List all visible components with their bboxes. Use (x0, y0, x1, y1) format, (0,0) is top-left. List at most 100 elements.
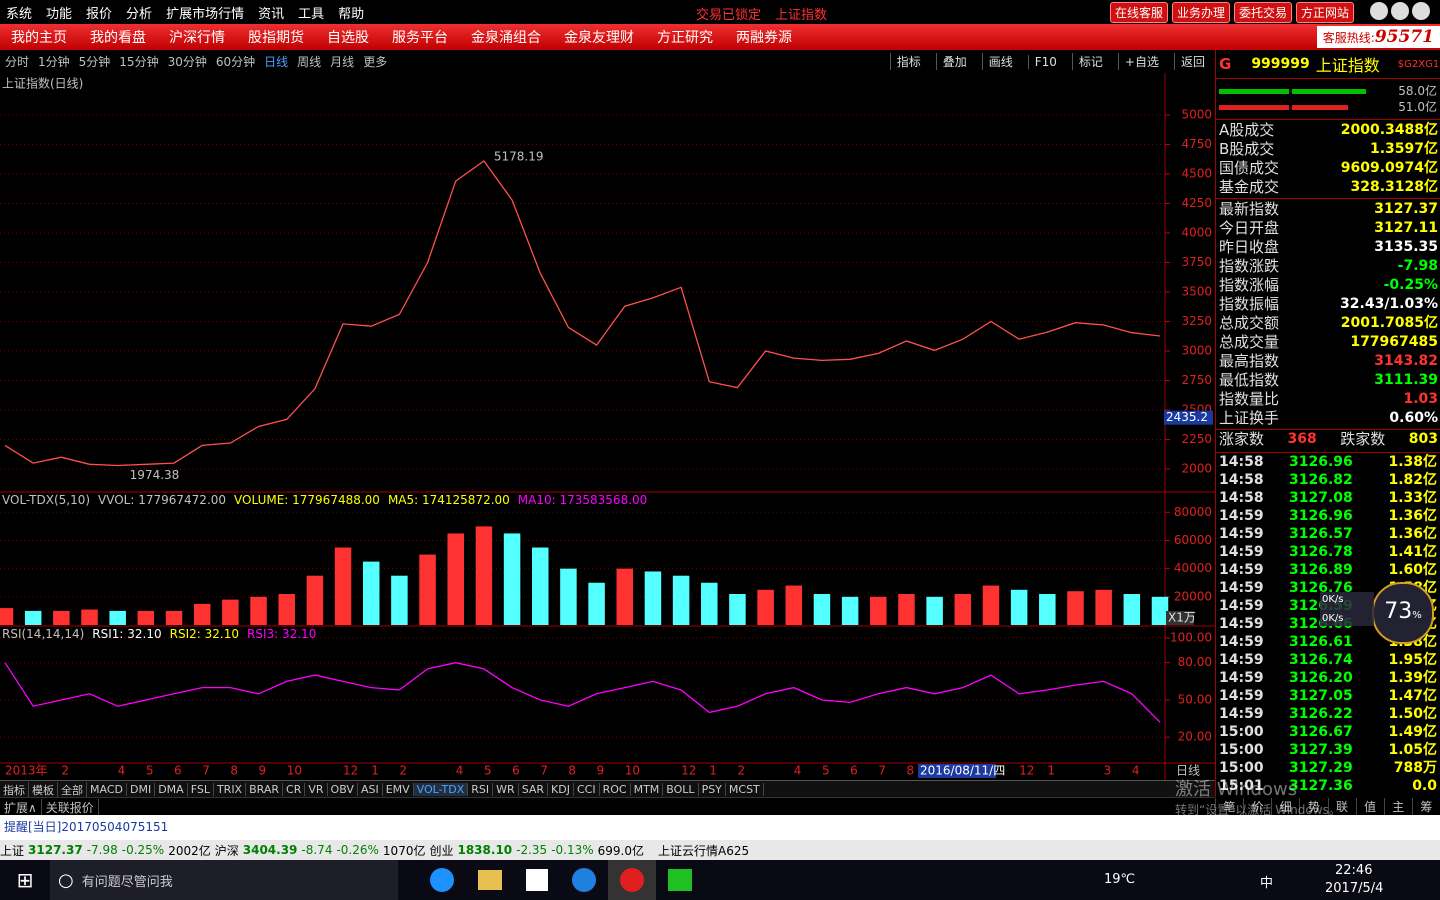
period[interactable]: 30分钟 (167, 55, 207, 69)
tool[interactable]: 返回 (1173, 53, 1211, 70)
period[interactable]: 日线 (264, 55, 289, 69)
indicator-tab[interactable]: CCI (574, 783, 600, 796)
indicator-tab[interactable]: VOL-TDX (413, 783, 469, 796)
menu-item[interactable]: 资讯 (258, 6, 285, 22)
tool[interactable]: 标记 (1071, 53, 1109, 70)
quote-tab[interactable]: 价 (1243, 797, 1271, 815)
indicator-tab[interactable]: 全部 (58, 781, 87, 798)
indicator-tab[interactable]: BRAR (246, 783, 284, 796)
quote-tab[interactable]: 值 (1355, 797, 1384, 815)
period[interactable]: 分时 (5, 55, 30, 69)
nav-item[interactable]: 金泉涌组合 (471, 30, 541, 46)
indicator-tab[interactable]: WR (493, 783, 519, 796)
indicator-tab[interactable]: MCST (726, 783, 764, 796)
tool[interactable]: 指标 (889, 53, 927, 70)
quote-tab[interactable]: 联 (1327, 797, 1356, 815)
menu-item[interactable]: 分析 (126, 6, 153, 22)
indicator-tab[interactable]: EMV (383, 783, 414, 796)
nav-item[interactable]: 服务平台 (392, 30, 448, 46)
nav-item[interactable]: 两融券源 (736, 30, 792, 46)
quote-tab[interactable]: 笔 (1215, 797, 1243, 815)
tick-volume: 1.60亿 (1388, 562, 1437, 578)
indicator-tabs: 指标 模板 全部 MACD DMI DMA FSL TRIX BRAR CR VR OBV ASI EMV… (0, 780, 1215, 798)
app-explorer[interactable] (478, 870, 502, 890)
period[interactable]: 5分钟 (78, 55, 111, 69)
indicator-tab[interactable]: TRIX (214, 783, 247, 796)
app-store[interactable] (526, 869, 548, 891)
tick-time: 14:59 (1219, 634, 1264, 650)
indicator-tab[interactable]: ASI (358, 783, 383, 796)
top-button[interactable]: 方正网站 (1296, 2, 1355, 23)
quote-tab[interactable]: 细 (1271, 797, 1299, 815)
top-button[interactable]: 业务办理 (1172, 2, 1231, 23)
nav-item[interactable]: 我的看盘 (90, 30, 146, 46)
app-trader[interactable] (608, 860, 656, 900)
menu-item[interactable]: 帮助 (338, 6, 365, 22)
volume-bar (644, 571, 662, 625)
app-ie[interactable] (572, 868, 596, 892)
indicator-tab[interactable]: RSI (468, 783, 494, 796)
indicator-tab[interactable]: FSL (188, 783, 214, 796)
indicator-tab[interactable]: DMI (127, 783, 156, 796)
menu-item[interactable]: 报价 (86, 6, 113, 22)
menu-item[interactable]: 工具 (298, 6, 325, 22)
indicator-tab[interactable]: MTM (631, 783, 664, 796)
watermark: 激活 Windows 转到“设置”以激活 Windows。 (1175, 775, 1341, 818)
x-tick-label: 4 (1132, 764, 1140, 778)
indicator-tab[interactable]: PSY (699, 783, 726, 796)
close[interactable] (1412, 2, 1430, 20)
x-tick-label: 10 (287, 764, 302, 778)
indicator-tab[interactable]: VR (305, 783, 328, 796)
network-unit: % (1412, 610, 1422, 621)
indicator-tab[interactable]: OBV (328, 783, 358, 796)
network-widget[interactable]: 73% (1372, 582, 1434, 644)
nav-item[interactable]: 沪深行情 (169, 30, 225, 46)
app-edge[interactable] (430, 868, 454, 892)
tool[interactable]: +自选 (1117, 53, 1165, 70)
indicator-tab[interactable]: SAR (519, 783, 549, 796)
restore[interactable] (1391, 2, 1409, 20)
indicator-tab[interactable]: 模板 (29, 781, 58, 798)
ticker-field: 1070亿 (382, 843, 426, 858)
menu-item[interactable]: 系统 (6, 6, 33, 22)
nav-item[interactable]: 我的主页 (11, 30, 67, 46)
nav-item[interactable]: 自选股 (327, 30, 369, 46)
menu-item[interactable]: 功能 (46, 6, 73, 22)
top-button[interactable]: 委托交易 (1234, 2, 1293, 23)
quote-tab[interactable]: 势 (1299, 797, 1327, 815)
tool[interactable]: 画线 (981, 53, 1019, 70)
quote-tab[interactable]: 筹 (1411, 797, 1440, 815)
bar-label: 51.0亿 (1398, 100, 1437, 114)
nav-item[interactable]: 金泉友理财 (564, 30, 634, 46)
period[interactable]: 周线 (297, 55, 322, 69)
indicator-tab[interactable]: BOLL (663, 783, 699, 796)
start-button[interactable]: ⊞ (16, 868, 34, 892)
sub-tab[interactable]: 扩展∧ (0, 798, 42, 816)
tool[interactable]: F10 (1027, 54, 1063, 69)
top-button[interactable]: 在线客服 (1110, 2, 1169, 23)
period[interactable]: 更多 (363, 55, 388, 69)
tick-time: 14:58 (1219, 490, 1264, 506)
quote-tab[interactable]: 主 (1383, 797, 1412, 815)
sub-tab[interactable]: 关联报价 (42, 798, 99, 816)
app-iqiyi[interactable] (668, 869, 692, 891)
y-tick-label: 4250 (1181, 196, 1212, 210)
volume-bar (926, 596, 943, 625)
indicator-tab[interactable]: ROC (600, 783, 631, 796)
minimize[interactable] (1370, 2, 1388, 20)
indicator-tab[interactable]: DMA (155, 783, 188, 796)
volume-bar (898, 594, 915, 625)
period[interactable]: 15分钟 (119, 55, 159, 69)
indicator-tab[interactable]: MACD (87, 783, 127, 796)
search-box[interactable]: ○ 有问题尽管问我 (50, 860, 398, 900)
indicator-tab[interactable]: 指标 (0, 781, 29, 798)
indicator-tab[interactable]: CR (283, 783, 306, 796)
period[interactable]: 60分钟 (215, 55, 256, 69)
period[interactable]: 月线 (330, 55, 355, 69)
period[interactable]: 1分钟 (38, 55, 70, 69)
nav-item[interactable]: 股指期货 (248, 30, 304, 46)
nav-item[interactable]: 方正研究 (657, 30, 713, 46)
tool[interactable]: 叠加 (935, 53, 973, 70)
indicator-tab[interactable]: KDJ (548, 783, 574, 796)
menu-item[interactable]: 扩展市场行情 (166, 6, 245, 22)
